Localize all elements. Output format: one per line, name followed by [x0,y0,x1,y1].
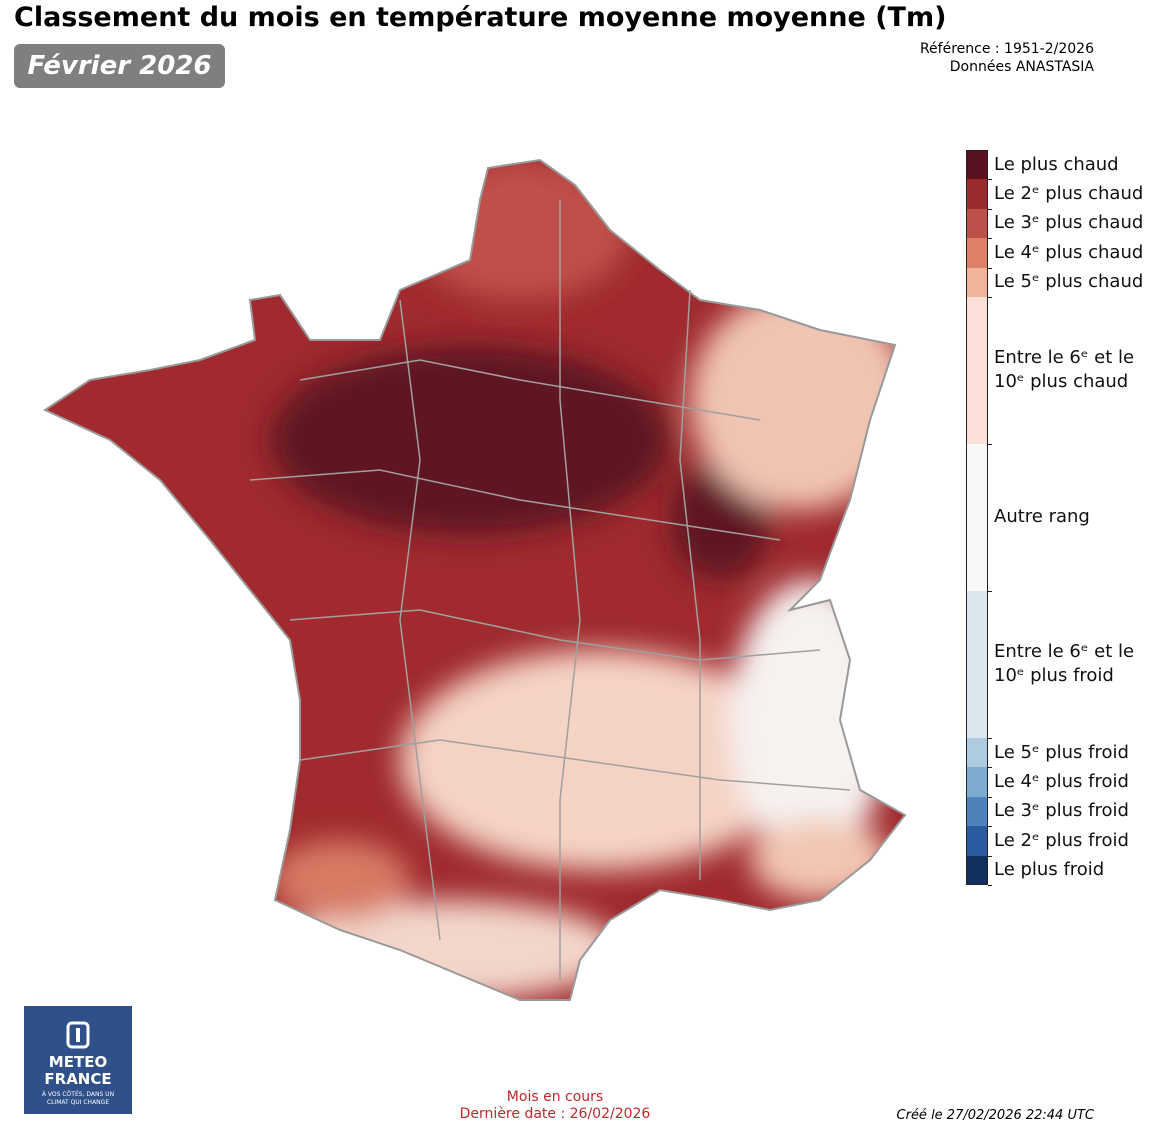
logo-line1: METEO [48,1053,108,1071]
legend-item: Le 4ᵉ plus chaud [966,238,1166,269]
legend-swatch [966,179,988,209]
department-lines [249,200,851,980]
month-badge: Février 2026 [14,44,225,88]
legend-item: Le 2ᵉ plus chaud [966,179,1166,210]
legend-swatch [966,826,988,856]
last-date: Dernière date : 26/02/2026 [459,1106,651,1122]
legend-tick [988,737,992,739]
legend-label: Le 4ᵉ plus froid [994,771,1129,793]
logo: METEO FRANCE À VOS CÔTÉS, DANS UN CLIMAT… [24,1006,132,1114]
legend-label: Le plus froid [994,859,1105,881]
legend-label: Le 3ᵉ plus froid [994,800,1129,822]
legend-item: Le 4ᵉ plus froid [966,767,1166,798]
legend-label: Le 2ᵉ plus froid [994,829,1129,851]
legend-item: Autre rang [966,443,1166,592]
legend-tick [988,267,992,269]
legend-item: Le 5ᵉ plus chaud [966,267,1166,298]
legend-tick [988,796,992,798]
map [42,158,907,1001]
legend-label: Entre le 6ᵉ et le 10ᵉ plus chaud [994,347,1135,393]
logo-line2: FRANCE [44,1070,112,1088]
legend-tick [988,296,992,298]
legend-swatch [966,590,988,738]
legend-item: Entre le 6ᵉ et le 10ᵉ plus froid [966,590,1166,739]
france [45,160,905,1000]
status: Mois en cours [506,1089,604,1105]
legend-swatch [966,296,988,444]
legend-tick [988,443,992,445]
title: Classement du mois en température moyenn… [14,2,947,33]
legend-item: Le 5ᵉ plus froid [966,737,1166,769]
legend-swatch [966,443,988,591]
legend-item: Le 3ᵉ plus chaud [966,208,1166,240]
legend-item: Le 3ᵉ plus froid [966,796,1166,828]
legend-item: Le 2ᵉ plus froid [966,826,1166,857]
legend-label: Le 4ᵉ plus chaud [994,241,1144,263]
legend: Le plus chaud Le 2ᵉ plus chaud Le 3ᵉ plus … [966,150,1166,886]
legend-tick [988,208,992,210]
legend-label: Le 3ᵉ plus chaud [994,212,1144,234]
legend-swatch [966,208,988,239]
legend-label: Le 5ᵉ plus froid [994,741,1129,763]
legend-item: Le plus froid [966,855,1166,886]
legend-label: Le 2ᵉ plus chaud [994,183,1144,205]
legend-item: Le plus chaud [966,150,1166,181]
legend-swatch [966,150,988,180]
legend-swatch [966,855,988,885]
legend-label: Entre le 6ᵉ et le 10ᵉ plus froid [994,641,1135,687]
legend-item: Entre le 6ᵉ et le 10ᵉ plus chaud [966,296,1166,445]
legend-tick [988,826,992,828]
legend-swatch [966,767,988,797]
reference: Référence : 1951-2/2026 [919,41,1094,57]
legend-swatch [966,737,988,768]
legend-swatch [966,796,988,827]
legend-swatch [966,238,988,268]
legend-tick [988,179,992,181]
reference-block: Référence : 1951-2/2026 Données ANASTASI… [920,40,1094,76]
logo-icon [66,1021,90,1049]
legend-label: Autre rang [994,506,1090,528]
legend-tick [988,238,992,240]
france-border [42,158,907,1001]
legend-label: Le plus chaud [994,153,1119,175]
legend-tick [988,590,992,592]
footer: Mois en cours Dernière date : 26/02/2026 [380,1089,730,1123]
legend-label: Le 5ᵉ plus chaud [994,271,1144,293]
logo-tagline: À VOS CÔTÉS, DANS UN CLIMAT QUI CHANGE [41,1091,115,1106]
legend-tick [988,884,992,886]
created: Créé le 27/02/2026 22:44 UTC [896,1108,1094,1123]
legend-tick [988,855,992,857]
source: Données ANASTASIA [949,59,1094,75]
legend-swatch [966,267,988,297]
legend-tick [988,767,992,769]
